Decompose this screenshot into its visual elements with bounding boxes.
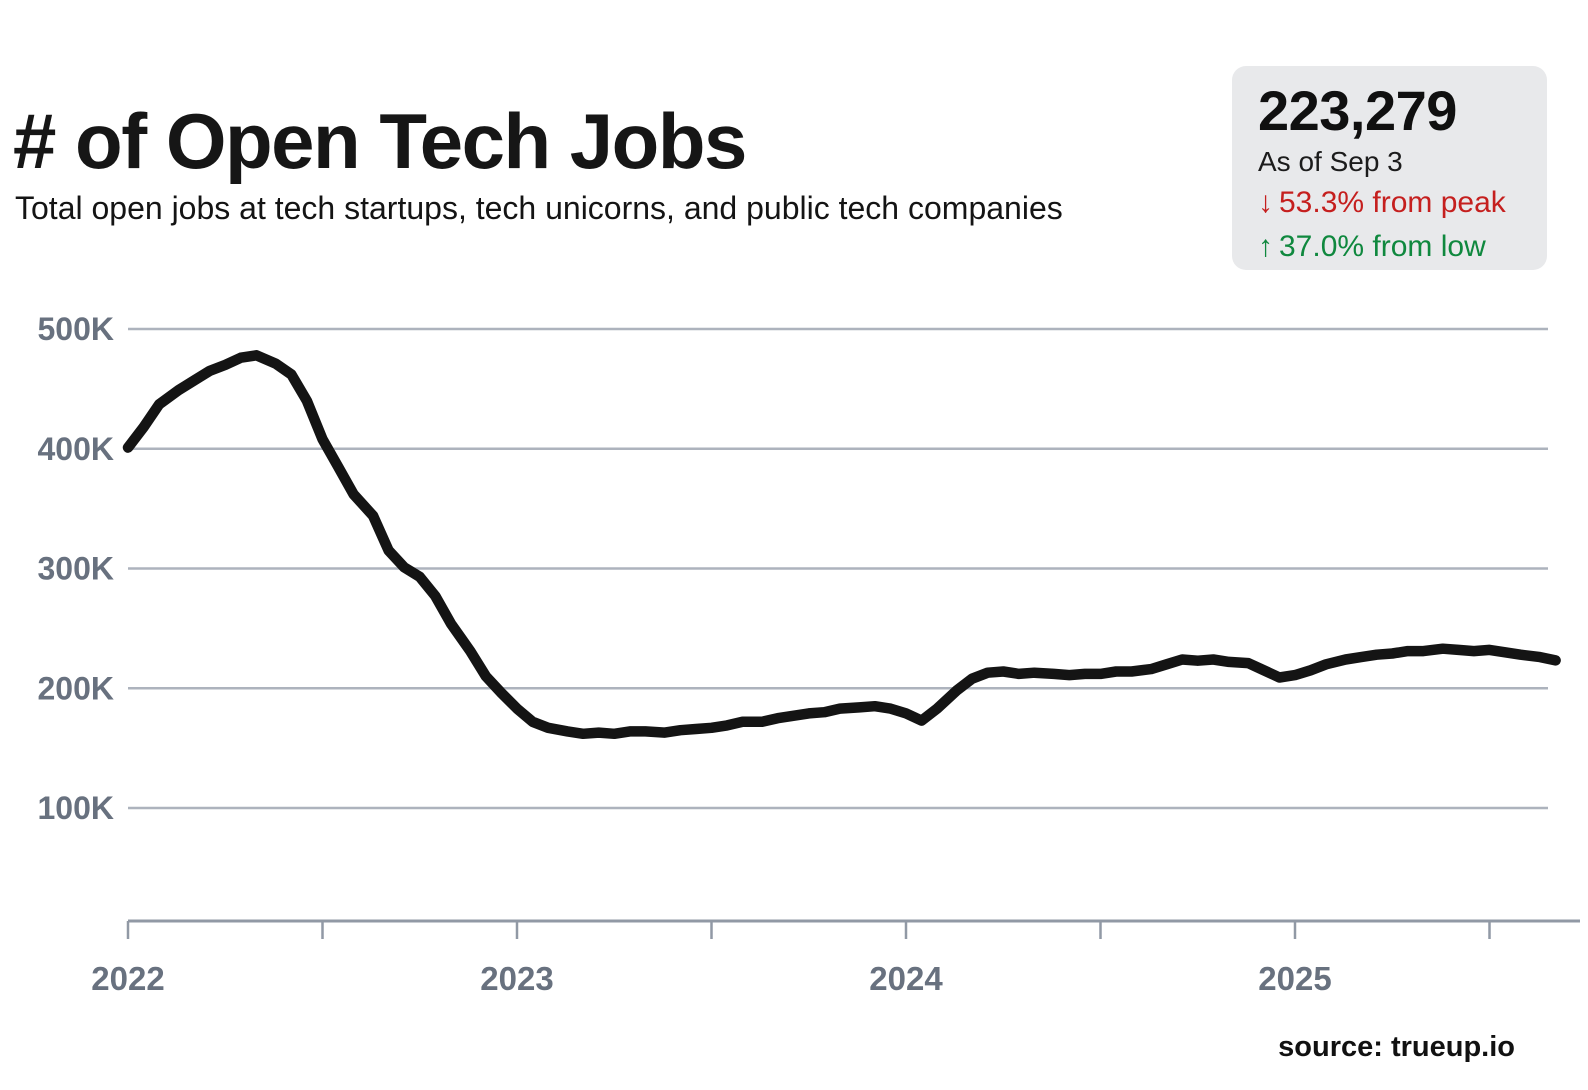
x-axis-label: 2025 bbox=[1258, 960, 1331, 997]
page-subtitle: Total open jobs at tech startups, tech u… bbox=[15, 190, 1063, 226]
y-axis-label: 500K bbox=[38, 311, 115, 347]
from-peak-delta: ↓ 53.3% from peak bbox=[1258, 183, 1521, 222]
x-axis-label: 2023 bbox=[480, 960, 553, 997]
y-axis-label: 200K bbox=[38, 670, 115, 706]
y-axis-label: 100K bbox=[38, 790, 115, 826]
stats-box: 223,279 As of Sep 3 ↓ 53.3% from peak ↑ 37… bbox=[1232, 66, 1547, 270]
y-axis-label: 300K bbox=[38, 551, 115, 587]
current-jobs-value: 223,279 bbox=[1258, 79, 1457, 142]
down-arrow-icon: ↓ bbox=[1258, 186, 1273, 220]
from-low-text: 37.0% from low bbox=[1279, 230, 1486, 264]
jobs-line bbox=[122, 350, 1561, 740]
x-axis-label: 2022 bbox=[91, 960, 164, 997]
x-axis-label: 2024 bbox=[869, 960, 943, 997]
y-axis-label: 400K bbox=[38, 431, 115, 467]
up-arrow-icon: ↑ bbox=[1258, 230, 1273, 264]
as-of-date: As of Sep 3 bbox=[1258, 145, 1403, 177]
page-title: # of Open Tech Jobs bbox=[13, 97, 747, 185]
from-peak-text: 53.3% from peak bbox=[1279, 186, 1506, 220]
from-low-delta: ↑ 37.0% from low bbox=[1258, 227, 1521, 266]
source-credit: source: trueup.io bbox=[1278, 1031, 1515, 1063]
